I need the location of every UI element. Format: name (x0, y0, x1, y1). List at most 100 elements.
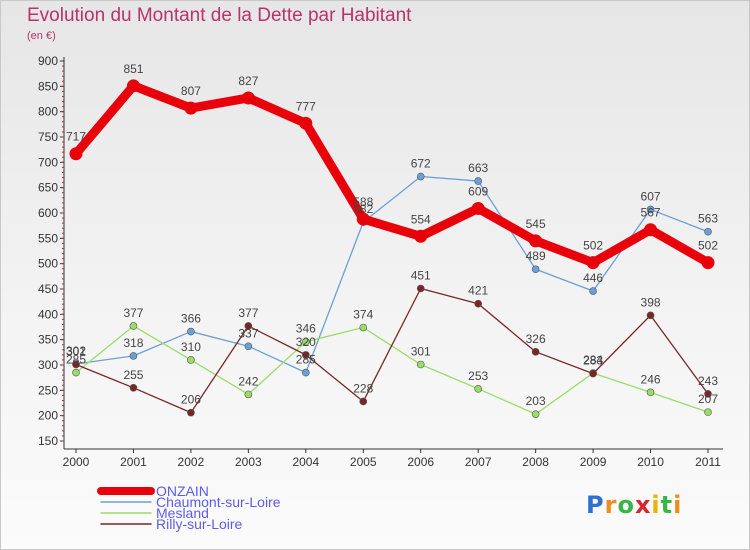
data-point (589, 369, 597, 378)
data-label: 827 (238, 74, 258, 88)
x-tick-label: 2001 (120, 455, 147, 469)
data-point (531, 410, 540, 418)
data-label: 582 (353, 202, 373, 216)
data-label: 255 (123, 368, 143, 382)
x-tick-label: 2005 (350, 455, 377, 469)
data-point (586, 256, 600, 270)
y-tick-label: 600 (38, 206, 58, 220)
data-point (646, 205, 655, 214)
data-label: 663 (468, 161, 488, 175)
data-point (474, 385, 482, 393)
logo-letter: o (617, 491, 635, 519)
data-point (244, 342, 253, 351)
y-tick-label: 750 (38, 130, 58, 144)
y-tick-label: 250 (38, 383, 58, 397)
data-label: 777 (296, 99, 316, 113)
data-point (187, 408, 195, 417)
data-point (126, 79, 140, 93)
data-point (416, 284, 425, 293)
legend-label: ONZAIN (156, 483, 209, 499)
data-label: 320 (296, 335, 316, 349)
data-point (416, 172, 425, 181)
data-point (704, 408, 712, 416)
data-label: 206 (181, 393, 201, 407)
logo-letter: P (586, 491, 605, 519)
data-label: 554 (411, 212, 431, 226)
x-tick-label: 2009 (580, 455, 607, 469)
data-point (129, 383, 138, 392)
data-point (187, 327, 195, 336)
data-point (241, 91, 255, 105)
logo-letter: x (634, 491, 652, 519)
proxiti-logo: Proxiti (586, 491, 682, 519)
legend-label: Mesland (156, 505, 209, 521)
data-label: 246 (641, 372, 661, 386)
data-point (416, 360, 425, 369)
y-tick-label: 150 (38, 434, 58, 448)
data-label: 253 (468, 369, 488, 383)
data-label: 337 (238, 326, 258, 340)
data-label: 567 (641, 206, 661, 220)
x-tick-label: 2002 (178, 455, 205, 469)
data-point (414, 229, 428, 243)
logo-letter: t (660, 491, 674, 519)
data-point (187, 356, 195, 364)
data-label: 203 (526, 394, 546, 408)
logo-letter: r (604, 491, 618, 519)
series-line (75, 287, 709, 414)
data-point (302, 368, 310, 377)
data-label: 318 (123, 336, 143, 350)
data-point (302, 351, 310, 359)
data-label: 398 (641, 295, 661, 309)
y-tick-label: 900 (38, 54, 58, 68)
data-label: 301 (66, 344, 86, 358)
data-point (471, 201, 485, 215)
series-line (75, 325, 709, 415)
data-point (589, 287, 597, 295)
data-label: 302 (66, 344, 86, 358)
data-label: 285 (296, 353, 316, 367)
x-tick-label: 2010 (637, 455, 664, 469)
data-point (474, 299, 482, 308)
data-label: 451 (411, 268, 431, 282)
data-label: 285 (66, 353, 86, 367)
data-label: 207 (698, 392, 718, 406)
data-label: 607 (641, 189, 661, 203)
y-tick-label: 650 (38, 181, 58, 195)
series-line (75, 175, 709, 374)
data-label: 243 (698, 374, 718, 388)
y-tick-label: 200 (38, 409, 58, 423)
y-tick-label: 450 (38, 282, 58, 296)
data-label: 228 (353, 381, 373, 395)
data-point (474, 177, 482, 185)
data-label: 326 (526, 332, 546, 346)
y-tick-label: 850 (38, 79, 58, 93)
data-label: 446 (583, 271, 603, 285)
x-tick-label: 2011 (695, 455, 721, 469)
y-tick-label: 300 (38, 358, 58, 372)
data-point (531, 265, 540, 274)
data-point (701, 256, 715, 270)
data-point (359, 323, 368, 332)
data-label: 283 (583, 354, 603, 368)
data-point (184, 101, 198, 115)
data-point (704, 390, 712, 398)
data-point (129, 322, 138, 330)
data-label: 377 (238, 306, 258, 320)
data-point (244, 322, 253, 330)
chart-title: Evolution du Montant de la Dette par Hab… (27, 5, 412, 26)
data-label: 242 (238, 374, 258, 388)
data-label: 563 (698, 212, 718, 226)
data-label: 588 (353, 195, 373, 209)
data-label: 366 (181, 312, 201, 326)
y-tick-label: 400 (38, 307, 58, 321)
y-tick-label: 350 (38, 333, 58, 347)
y-tick-label: 550 (38, 231, 58, 245)
data-point (356, 212, 370, 226)
data-label: 672 (411, 157, 431, 171)
data-point (302, 337, 310, 346)
data-label: 489 (526, 249, 546, 263)
data-point (704, 227, 712, 236)
